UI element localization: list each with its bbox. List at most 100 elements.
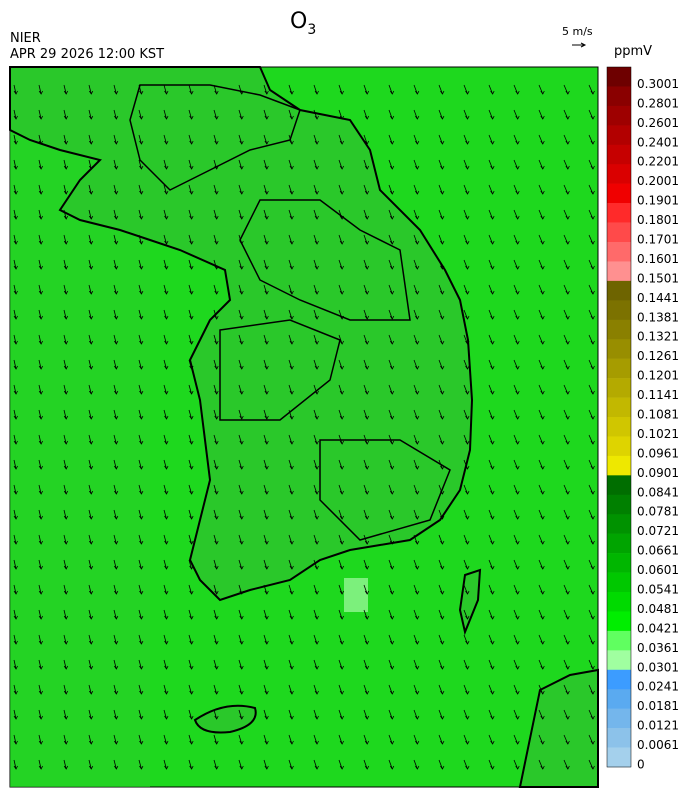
wind-arrow: [88, 234, 92, 245]
wind-arrowhead: [339, 190, 344, 195]
colorbar-segment: [607, 203, 631, 223]
wind-arrowhead: [540, 765, 545, 770]
wind-arrowhead: [63, 140, 69, 145]
wind-arrow: [88, 359, 92, 370]
wind-arrowhead: [164, 165, 169, 170]
wind-arrowhead: [214, 340, 219, 345]
wind-arrow: [13, 334, 17, 345]
wind-arrowhead: [114, 390, 119, 395]
wind-arrowhead: [415, 365, 420, 370]
wind-arrow: [163, 84, 167, 95]
wind-arrow: [188, 684, 193, 695]
wind-arrow: [13, 184, 17, 195]
wind-arrowhead: [415, 715, 420, 720]
wind-arrowhead: [590, 90, 595, 95]
wind-arrowhead: [289, 390, 294, 395]
wind-arrowhead: [314, 90, 319, 95]
wind-arrow: [213, 359, 218, 370]
wind-arrowhead: [214, 365, 219, 370]
wind-arrowhead: [590, 290, 595, 295]
wind-arrow: [38, 284, 42, 295]
wind-arrowhead: [339, 315, 344, 320]
wind-arrowhead: [490, 165, 495, 170]
wind-arrow: [313, 709, 318, 720]
wind-arrowhead: [189, 115, 194, 120]
wind-arrowhead: [189, 540, 194, 545]
wind-arrowhead: [88, 765, 94, 770]
wind-arrowhead: [490, 215, 495, 220]
map: [9, 66, 599, 788]
wind-arrowhead: [189, 690, 194, 695]
wind-arrowhead: [289, 540, 294, 545]
wind-arrowhead: [164, 665, 169, 670]
wind-arrowhead: [264, 565, 269, 570]
wind-arrowhead: [13, 615, 18, 620]
wind-arrowhead: [13, 90, 18, 95]
colorbar-label: 0.1381: [637, 310, 679, 324]
title-main: O: [290, 9, 307, 34]
wind-arrowhead: [88, 290, 94, 295]
wind-arrow: [88, 734, 92, 745]
wind-arrowhead: [189, 415, 194, 420]
wind-arrow: [13, 134, 17, 145]
wind-arrow: [38, 359, 42, 370]
colorbar-segment: [607, 514, 631, 534]
wind-arrowhead: [565, 540, 570, 545]
wind-arrow: [263, 309, 268, 320]
wind-arrow: [138, 459, 142, 470]
wind-arrow: [63, 709, 67, 720]
wind-arrowhead: [490, 565, 495, 570]
wind-arrowhead: [465, 90, 470, 95]
wind-arrowhead: [314, 240, 319, 245]
wind-arrowhead: [139, 240, 144, 245]
wind-arrowhead: [364, 240, 370, 245]
wind-arrowhead: [440, 765, 445, 770]
wind-arrow: [263, 584, 268, 595]
wind-arrow: [188, 359, 193, 370]
wind-arrowhead: [339, 90, 344, 95]
wind-arrow: [163, 459, 167, 470]
wind-arrowhead: [114, 490, 119, 495]
wind-arrowhead: [415, 740, 420, 745]
colorbar-label: 0.0541: [637, 583, 679, 597]
wind-arrow: [263, 634, 268, 645]
wind-arrow: [63, 284, 67, 295]
wind-arrow: [188, 709, 193, 720]
wind-arrow: [88, 109, 92, 120]
colorbar-segment: [607, 708, 631, 729]
wind-arrow: [138, 384, 142, 395]
wind-arrow: [88, 759, 92, 770]
wind-arrow: [113, 159, 117, 170]
wind-arrowhead: [63, 740, 69, 745]
wind-arrowhead: [264, 140, 269, 145]
colorbar-label: 0.0661: [637, 544, 679, 558]
wind-arrowhead: [389, 565, 395, 570]
wind-arrowhead: [415, 765, 420, 770]
wind-arrowhead: [264, 465, 269, 470]
wind-arrow: [13, 409, 17, 420]
wind-arrowhead: [214, 715, 219, 720]
wind-arrowhead: [164, 440, 169, 445]
wind-arrowhead: [590, 215, 595, 220]
wind-arrowhead: [440, 340, 445, 345]
wind-arrowhead: [440, 465, 445, 470]
wind-arrowhead: [565, 165, 570, 170]
wind-arrowhead: [364, 540, 370, 545]
wind-arrowhead: [540, 665, 545, 670]
wind-arrowhead: [38, 590, 43, 595]
wind-arrowhead: [490, 290, 495, 295]
wind-arrowhead: [515, 540, 520, 545]
wind-arrow: [138, 609, 142, 620]
wind-arrow: [13, 634, 17, 645]
colorbar-label: 0.0781: [637, 505, 679, 519]
wind-arrow: [138, 684, 142, 695]
wind-arrowhead: [490, 140, 495, 145]
wind-arrowhead: [13, 690, 18, 695]
wind-arrow: [113, 359, 117, 370]
wind-arrow: [288, 659, 293, 670]
wind-arrow: [13, 234, 17, 245]
wind-arrow: [188, 534, 193, 545]
wind-arrowhead: [465, 615, 470, 620]
wind-arrow: [188, 159, 193, 170]
wind-arrowhead: [415, 440, 420, 445]
